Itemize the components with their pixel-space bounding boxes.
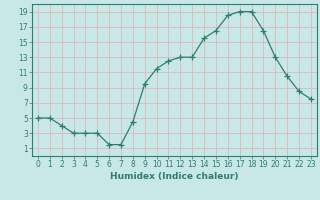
X-axis label: Humidex (Indice chaleur): Humidex (Indice chaleur) — [110, 172, 239, 181]
